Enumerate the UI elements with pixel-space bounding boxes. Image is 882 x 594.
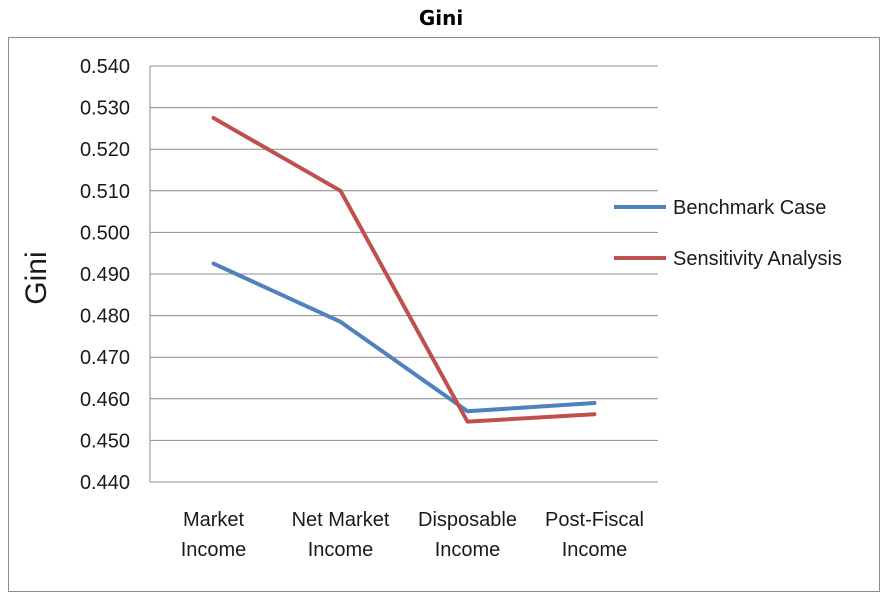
y-tick-label: 0.450 xyxy=(80,430,130,452)
y-tick-labels: 0.440 0.450 0.460 0.470 0.480 0.490 0.500 0.510… xyxy=(80,56,130,494)
x-tick-label: Net Market Income xyxy=(292,509,390,561)
y-tick-label: 0.460 xyxy=(80,389,130,411)
x-tick-label: Disposable Income xyxy=(418,509,517,561)
y-tick-label: 0.540 xyxy=(80,56,130,78)
series-line-benchmark-case xyxy=(211,261,597,414)
x-tick-label: Market Income xyxy=(181,509,247,561)
x-tick-label: Post-Fiscal Income xyxy=(545,509,644,561)
chart-title: Gini xyxy=(418,6,464,30)
y-tick-label: 0.470 xyxy=(80,347,130,369)
y-tick-label: 0.510 xyxy=(80,181,130,203)
y-tick-label: 0.490 xyxy=(80,264,130,286)
gridlines xyxy=(150,65,658,441)
series-line-sensitivity-analysis xyxy=(211,116,597,424)
y-axis-label: Gini xyxy=(20,251,53,304)
y-tick-label: 0.440 xyxy=(80,472,130,494)
y-tick-label: 0.520 xyxy=(80,139,130,161)
series-lines xyxy=(211,116,597,424)
axes xyxy=(149,66,658,483)
legend: Benchmark Case Sensitivity Analysis xyxy=(614,197,842,270)
legend-label: Sensitivity Analysis xyxy=(673,248,842,270)
y-tick-label: 0.530 xyxy=(80,98,130,120)
legend-label: Benchmark Case xyxy=(673,197,826,219)
y-tick-label: 0.480 xyxy=(80,306,130,328)
chart-frame xyxy=(8,37,880,592)
y-tick-label: 0.500 xyxy=(80,222,130,244)
x-tick-labels: Market Income Net Market Income Disposable In… xyxy=(181,509,644,561)
